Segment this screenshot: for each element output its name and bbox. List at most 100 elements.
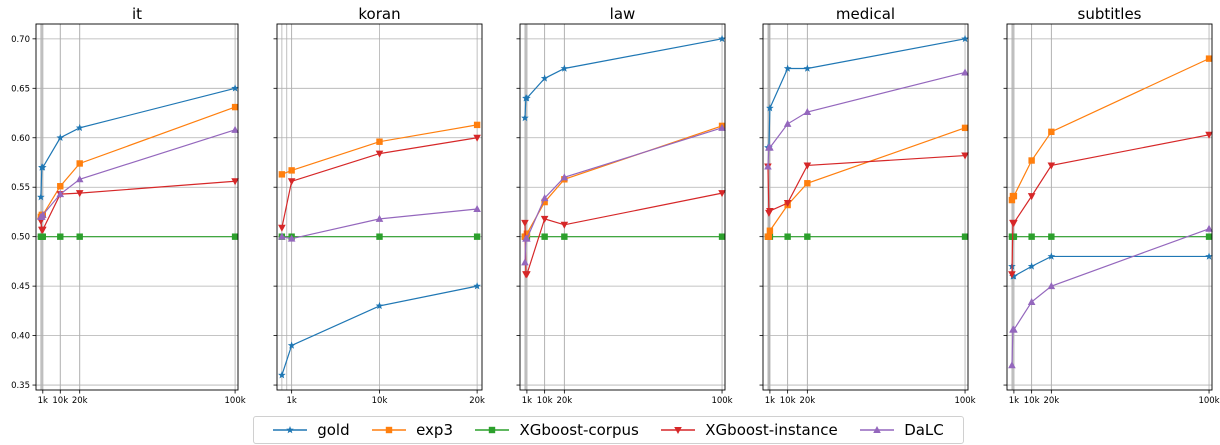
point-DaLC — [473, 204, 481, 212]
subplot-title: koran — [358, 5, 400, 23]
point-exp3 — [961, 124, 969, 132]
subplot-subtitles: 1k 10k 20k 100k subtitles — [1003, 5, 1220, 406]
axes-frame — [35, 23, 239, 391]
point-XGboost-corpus — [76, 233, 83, 240]
x-tick-label: 100k — [711, 396, 732, 406]
y-tick-label: 0.70 — [11, 35, 30, 45]
point-DaLC — [1205, 224, 1213, 232]
series-line-XGboost-instance — [40, 180, 236, 231]
subplot-title: it — [132, 5, 142, 23]
x-tick-label: 20k — [1043, 396, 1059, 406]
x-tick-label: 20k — [72, 396, 88, 406]
point-gold — [783, 64, 792, 72]
legend-label: exp3 — [416, 421, 454, 439]
x-tick-label: 10k — [1024, 396, 1040, 406]
x-tick-label: 20k — [469, 396, 485, 406]
point-XGboost-corpus — [541, 233, 548, 240]
y-tick-label: 0.45 — [11, 282, 30, 292]
point-exp3 — [376, 138, 383, 145]
x-tick-label: 10k — [52, 396, 68, 406]
point-exp3 — [766, 227, 774, 234]
point-XGboost-corpus — [376, 233, 383, 240]
point-exp3 — [1028, 157, 1035, 164]
point-XGboost-instance — [1205, 131, 1213, 139]
series-line-exp3 — [40, 106, 236, 218]
point-XGboost-instance — [783, 200, 792, 208]
point-DaLC — [1027, 297, 1036, 305]
point-DaLC — [523, 234, 531, 242]
point-XGboost-instance — [287, 178, 296, 186]
point-XGboost-instance — [375, 150, 384, 158]
subplot-title: medical — [836, 5, 895, 23]
x-tick-label: 1k — [765, 396, 775, 406]
point-XGboost-corpus — [804, 233, 811, 240]
point-exp3 — [765, 233, 773, 240]
point-DaLC — [1008, 361, 1016, 369]
x-tick-label: 10k — [537, 396, 553, 406]
series-line-exp3 — [281, 124, 478, 175]
y-tick-label: 0.60 — [11, 134, 30, 144]
point-exp3 — [541, 198, 548, 206]
x-tick-label: 20k — [799, 396, 815, 406]
legend-label: XGboost-corpus — [519, 421, 639, 439]
y-tick-label: 0.35 — [11, 381, 30, 391]
point-gold — [75, 123, 84, 132]
legend-swatch-DaLC — [860, 426, 895, 433]
point-gold — [278, 371, 286, 379]
axes-frame — [1006, 23, 1213, 391]
point-DaLC — [1047, 282, 1056, 290]
point-exp3 — [1010, 192, 1018, 200]
legend-item-DaLC: DaLC — [860, 421, 944, 439]
legend-label: DaLC — [904, 421, 944, 439]
legend-item-exp3: exp3 — [372, 421, 453, 439]
legend-marker-XGboost-instance — [674, 427, 683, 434]
point-XGboost-corpus — [1010, 233, 1018, 240]
point-XGboost-corpus — [718, 233, 726, 240]
point-XGboost-instance — [1027, 193, 1036, 201]
point-XGboost-instance — [540, 215, 549, 223]
point-exp3 — [231, 103, 239, 111]
x-tick-label: 100k — [225, 396, 246, 406]
x-tick-label: 10k — [372, 396, 388, 406]
point-exp3 — [76, 160, 83, 167]
series-line-exp3 — [524, 125, 723, 238]
legend-swatch-XGboost-corpus — [475, 426, 510, 434]
point-DaLC — [961, 68, 969, 76]
point-DaLC — [278, 232, 286, 240]
point-XGboost-instance — [278, 224, 286, 232]
legend-marker-DaLC — [873, 426, 881, 433]
point-gold — [523, 94, 531, 102]
point-DaLC — [38, 210, 47, 218]
series-line-exp3 — [767, 127, 966, 238]
legend-swatch-XGboost-instance — [661, 427, 696, 434]
point-DaLC — [764, 162, 772, 170]
point-XGboost-instance — [1008, 271, 1016, 279]
point-exp3 — [523, 230, 531, 237]
point-XGboost-instance — [473, 134, 481, 142]
point-gold — [1010, 272, 1018, 280]
series-line-DaLC — [524, 127, 723, 263]
point-gold — [473, 282, 481, 290]
series-line-XGboost-instance — [1011, 134, 1210, 275]
point-gold — [1205, 252, 1213, 260]
series-line-gold — [40, 87, 236, 198]
point-XGboost-instance — [38, 226, 47, 234]
legend-item-XGboost-corpus: XGboost-corpus — [475, 421, 639, 439]
point-gold — [540, 74, 549, 82]
series-line-DaLC — [1011, 228, 1210, 366]
point-XGboost-corpus — [561, 233, 568, 240]
x-tick-label: 1k — [38, 396, 48, 406]
point-XGboost-corpus — [1205, 233, 1213, 240]
series-line-gold — [767, 38, 966, 149]
legend-marker-XGboost-corpus — [489, 426, 496, 434]
point-gold — [961, 34, 969, 43]
point-DaLC — [766, 143, 774, 151]
point-exp3 — [473, 121, 481, 129]
legend-marker-exp3 — [385, 426, 393, 434]
series-line-DaLC — [281, 208, 478, 240]
y-tick-label: 0.65 — [11, 84, 30, 94]
subplot-it: 0.35 0.40 0.45 0.50 0.55 0.60 0.65 0.70 1k 10k 20k… — [11, 5, 246, 406]
point-XGboost-instance — [766, 207, 774, 215]
point-XGboost-instance — [718, 190, 726, 198]
legend-label: gold — [317, 421, 350, 439]
